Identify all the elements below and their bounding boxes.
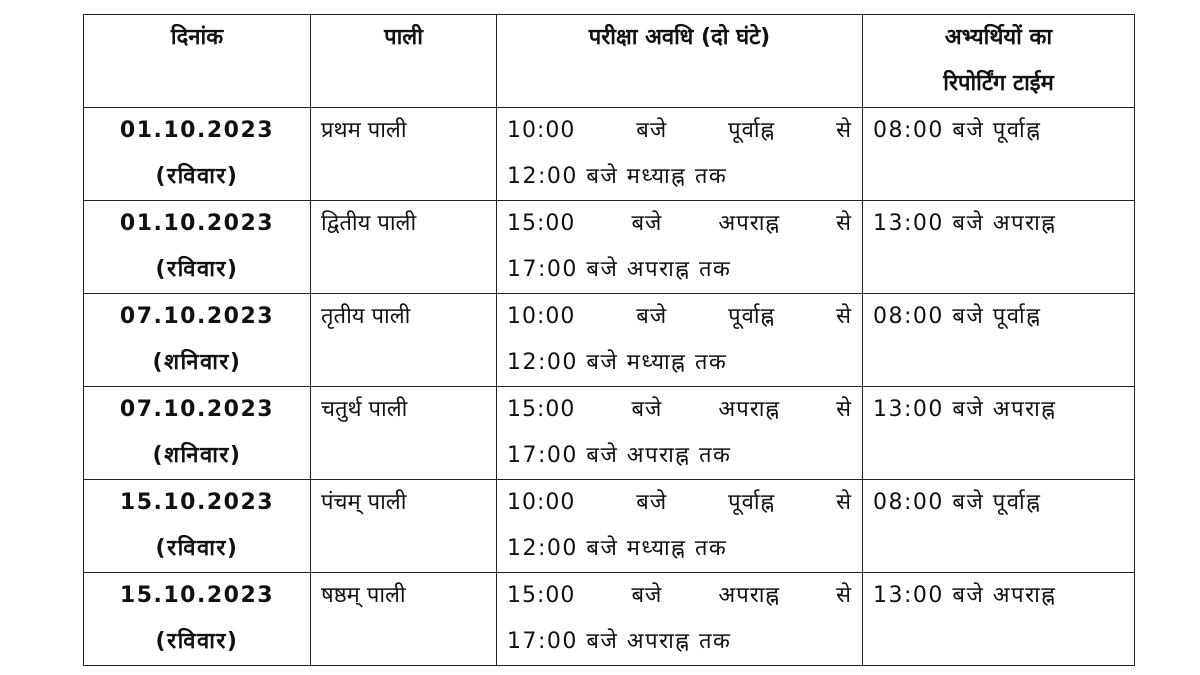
reporting-text: 08:00 बजे पूर्वाह्न <box>873 490 1042 515</box>
day-text: (रविवार) <box>155 164 239 189</box>
header-text: अभ्यर्थियों का <box>944 25 1053 50</box>
time-cell: 15:00 बजे अपराह्न से 17:00 बजे अपराह्न तक <box>496 572 863 666</box>
reporting-text: 08:00 बजे पूर्वाह्न <box>873 118 1042 143</box>
shift-cell: द्वितीय पाली <box>310 200 497 294</box>
day-text: (रविवार) <box>155 629 239 654</box>
date-text: 01.10.2023 <box>119 118 275 143</box>
header-cell: परीक्षा अवधि (दो घंटे) <box>496 14 863 108</box>
reporting-cell: 08:00 बजे पूर्वाह्न <box>862 293 1135 387</box>
time-text: 17:00 बजे अपराह्न तक <box>507 257 732 282</box>
date-text: 01.10.2023 <box>119 211 275 236</box>
time-text: 10:00 बजे पूर्वाह्न से <box>507 118 852 143</box>
time-text: 15:00 बजे अपराह्न से <box>507 211 852 236</box>
shift-cell: पंचम् पाली <box>310 479 497 573</box>
header-text: परीक्षा अवधि (दो घंटे) <box>588 25 771 50</box>
time-text: 12:00 बजे मध्याह्न तक <box>507 350 728 375</box>
time-cell: 15:00 बजे अपराह्न से 17:00 बजे अपराह्न तक <box>496 200 863 294</box>
date-text: 07.10.2023 <box>119 397 275 422</box>
header-text: रिपोर्टिंग टाईम <box>943 71 1054 96</box>
day-text: (रविवार) <box>155 257 239 282</box>
header-text: दिनांक <box>170 25 224 50</box>
table-row: 15.10.2023 (रविवार) षष्ठम् पाली 15:00 बजे अ… <box>83 572 1135 666</box>
reporting-cell: 13:00 बजे अपराह्न <box>862 572 1135 666</box>
schedule-table: दिनांक पाली परीक्षा अवधि (दो घंटे) अभ्यर्थि… <box>83 14 1135 666</box>
time-text: 12:00 बजे मध्याह्न तक <box>507 536 728 561</box>
reporting-cell: 13:00 बजे अपराह्न <box>862 200 1135 294</box>
shift-text: द्वितीय पाली <box>321 211 417 236</box>
date-text: 15.10.2023 <box>119 490 275 515</box>
shift-cell: प्रथम पाली <box>310 107 497 201</box>
reporting-text: 08:00 बजे पूर्वाह्न <box>873 304 1042 329</box>
date-cell: 01.10.2023 (रविवार) <box>83 200 311 294</box>
table-row: 01.10.2023 (रविवार) द्वितीय पाली 15:00 बजे … <box>83 200 1135 294</box>
time-cell: 10:00 बजे पूर्वाह्न से 12:00 बजे मध्याह्न… <box>496 479 863 573</box>
reporting-cell: 08:00 बजे पूर्वाह्न <box>862 479 1135 573</box>
reporting-text: 13:00 बजे अपराह्न <box>873 397 1057 422</box>
header-cell: दिनांक <box>83 14 311 108</box>
date-text: 07.10.2023 <box>119 304 275 329</box>
shift-text: तृतीय पाली <box>321 304 411 329</box>
header-cell: पाली <box>310 14 497 108</box>
date-cell: 01.10.2023 (रविवार) <box>83 107 311 201</box>
table-row: 01.10.2023 (रविवार) प्रथम पाली 10:00 बजे पू… <box>83 107 1135 201</box>
date-cell: 15.10.2023 (रविवार) <box>83 572 311 666</box>
time-cell: 10:00 बजे पूर्वाह्न से 12:00 बजे मध्याह्न… <box>496 107 863 201</box>
reporting-text: 13:00 बजे अपराह्न <box>873 583 1057 608</box>
time-text: 17:00 बजे अपराह्न तक <box>507 629 732 654</box>
table-body: 01.10.2023 (रविवार) प्रथम पाली 10:00 बजे पू… <box>83 107 1135 666</box>
shift-text: षष्ठम् पाली <box>321 583 406 608</box>
time-cell: 15:00 बजे अपराह्न से 17:00 बजे अपराह्न तक <box>496 386 863 480</box>
reporting-text: 13:00 बजे अपराह्न <box>873 211 1057 236</box>
header-cell: अभ्यर्थियों का रिपोर्टिंग टाईम <box>862 14 1135 108</box>
table-row: 15.10.2023 (रविवार) पंचम् पाली 10:00 बजे पू… <box>83 479 1135 573</box>
time-text: 17:00 बजे अपराह्न तक <box>507 443 732 468</box>
header-text: पाली <box>384 25 423 50</box>
shift-text: प्रथम पाली <box>321 118 407 143</box>
reporting-cell: 08:00 बजे पूर्वाह्न <box>862 107 1135 201</box>
table-header: दिनांक पाली परीक्षा अवधि (दो घंटे) अभ्यर्थि… <box>83 14 1135 108</box>
date-cell: 07.10.2023 (शनिवार) <box>83 293 311 387</box>
date-cell: 07.10.2023 (शनिवार) <box>83 386 311 480</box>
time-text: 15:00 बजे अपराह्न से <box>507 583 852 608</box>
time-text: 10:00 बजे पूर्वाह्न से <box>507 304 852 329</box>
time-cell: 10:00 बजे पूर्वाह्न से 12:00 बजे मध्याह्न… <box>496 293 863 387</box>
header-row: दिनांक पाली परीक्षा अवधि (दो घंटे) अभ्यर्थि… <box>83 14 1135 108</box>
shift-text: चतुर्थ पाली <box>321 397 408 422</box>
shift-text: पंचम् पाली <box>321 490 407 515</box>
shift-cell: षष्ठम् पाली <box>310 572 497 666</box>
shift-cell: चतुर्थ पाली <box>310 386 497 480</box>
table-row: 07.10.2023 (शनिवार) तृतीय पाली 10:00 बजे पू… <box>83 293 1135 387</box>
date-text: 15.10.2023 <box>119 583 275 608</box>
day-text: (रविवार) <box>155 536 239 561</box>
time-text: 12:00 बजे मध्याह्न तक <box>507 164 728 189</box>
day-text: (शनिवार) <box>152 350 242 375</box>
time-text: 15:00 बजे अपराह्न से <box>507 397 852 422</box>
reporting-cell: 13:00 बजे अपराह्न <box>862 386 1135 480</box>
shift-cell: तृतीय पाली <box>310 293 497 387</box>
time-text: 10:00 बजे पूर्वाह्न से <box>507 490 852 515</box>
day-text: (शनिवार) <box>152 443 242 468</box>
date-cell: 15.10.2023 (रविवार) <box>83 479 311 573</box>
table-row: 07.10.2023 (शनिवार) चतुर्थ पाली 15:00 बजे अ… <box>83 386 1135 480</box>
